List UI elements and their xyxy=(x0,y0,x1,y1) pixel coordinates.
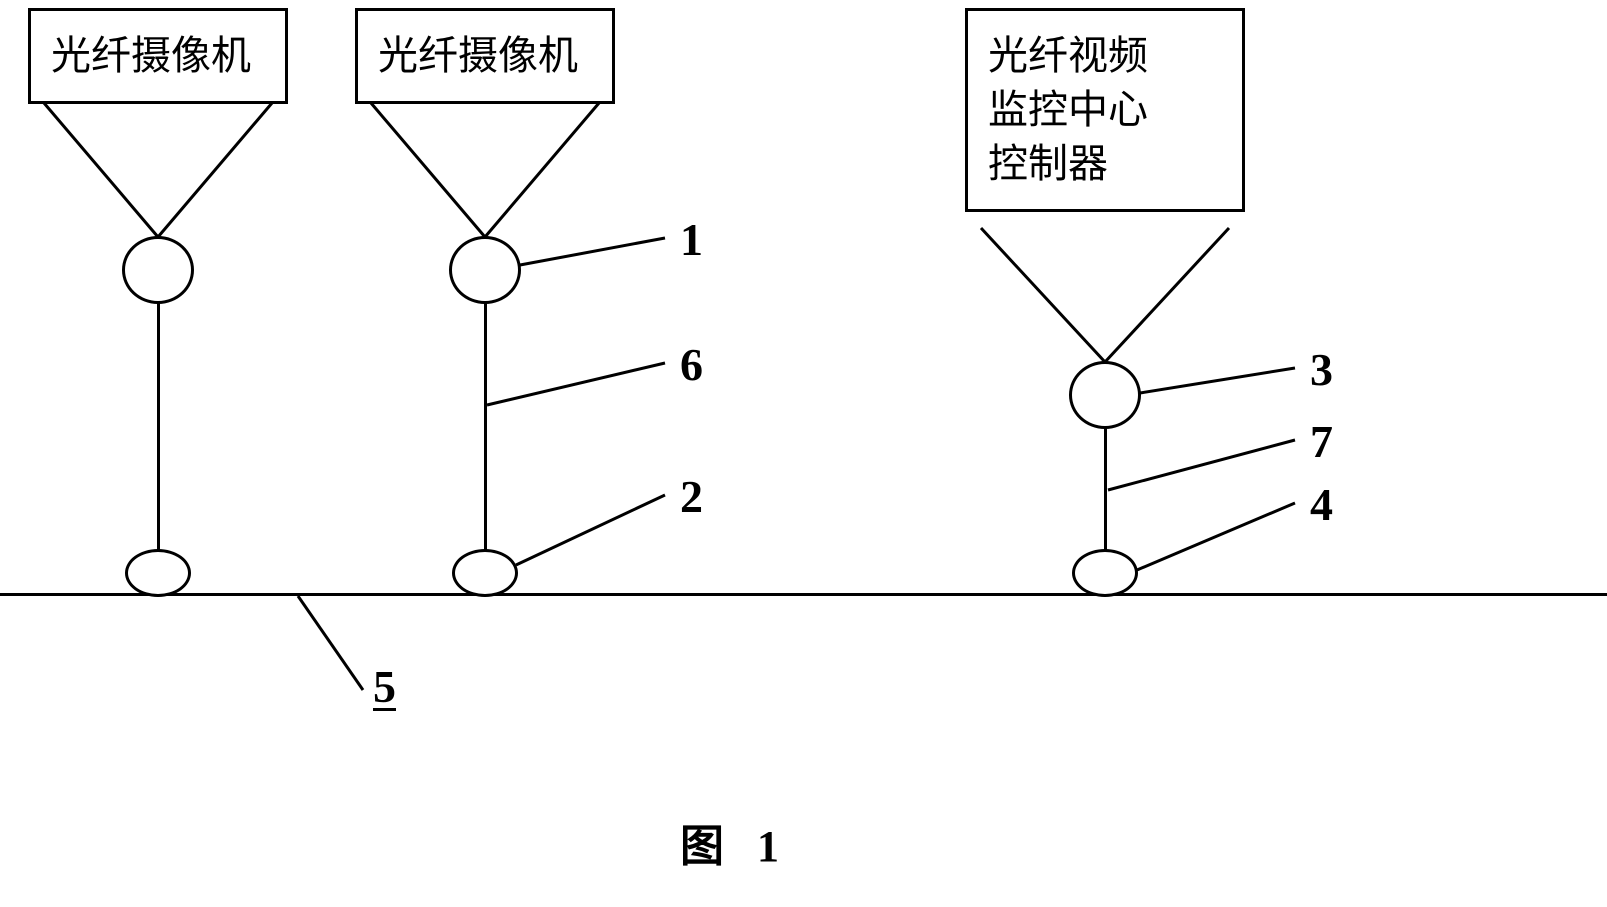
circle-a-top xyxy=(122,236,194,304)
camera-a-label: 光纤摄像机 xyxy=(51,33,251,78)
label-4: 4 xyxy=(1310,478,1333,531)
circle-b-bottom xyxy=(452,549,518,597)
label-3: 3 xyxy=(1310,343,1333,396)
label-2: 2 xyxy=(680,470,703,523)
label-1: 1 xyxy=(680,213,703,266)
vline-a xyxy=(157,302,160,552)
v-shape-a xyxy=(0,0,1607,907)
circle-c-top xyxy=(1069,361,1141,429)
camera-box-a: 光纤摄像机 xyxy=(28,8,288,104)
label-7: 7 xyxy=(1310,415,1333,468)
caption-num: 1 xyxy=(757,822,779,871)
circle-a-bottom xyxy=(125,549,191,597)
figure-caption: 图 1 xyxy=(680,810,779,874)
controller-line3: 控制器 xyxy=(988,141,1108,186)
label-6: 6 xyxy=(680,338,703,391)
camera-b-label: 光纤摄像机 xyxy=(378,33,578,78)
label-5: 5 xyxy=(373,660,396,713)
vline-c xyxy=(1104,427,1107,552)
vline-b xyxy=(484,302,487,552)
controller-line2: 监控中心 xyxy=(988,87,1148,132)
leader-lines xyxy=(0,0,1607,907)
caption-prefix: 图 xyxy=(680,822,724,871)
controller-box: 光纤视频 监控中心 控制器 xyxy=(965,8,1245,212)
camera-box-b: 光纤摄像机 xyxy=(355,8,615,104)
baseline xyxy=(0,593,1607,596)
controller-line1: 光纤视频 xyxy=(988,33,1148,78)
circle-b-top xyxy=(449,236,521,304)
circle-c-bottom xyxy=(1072,549,1138,597)
